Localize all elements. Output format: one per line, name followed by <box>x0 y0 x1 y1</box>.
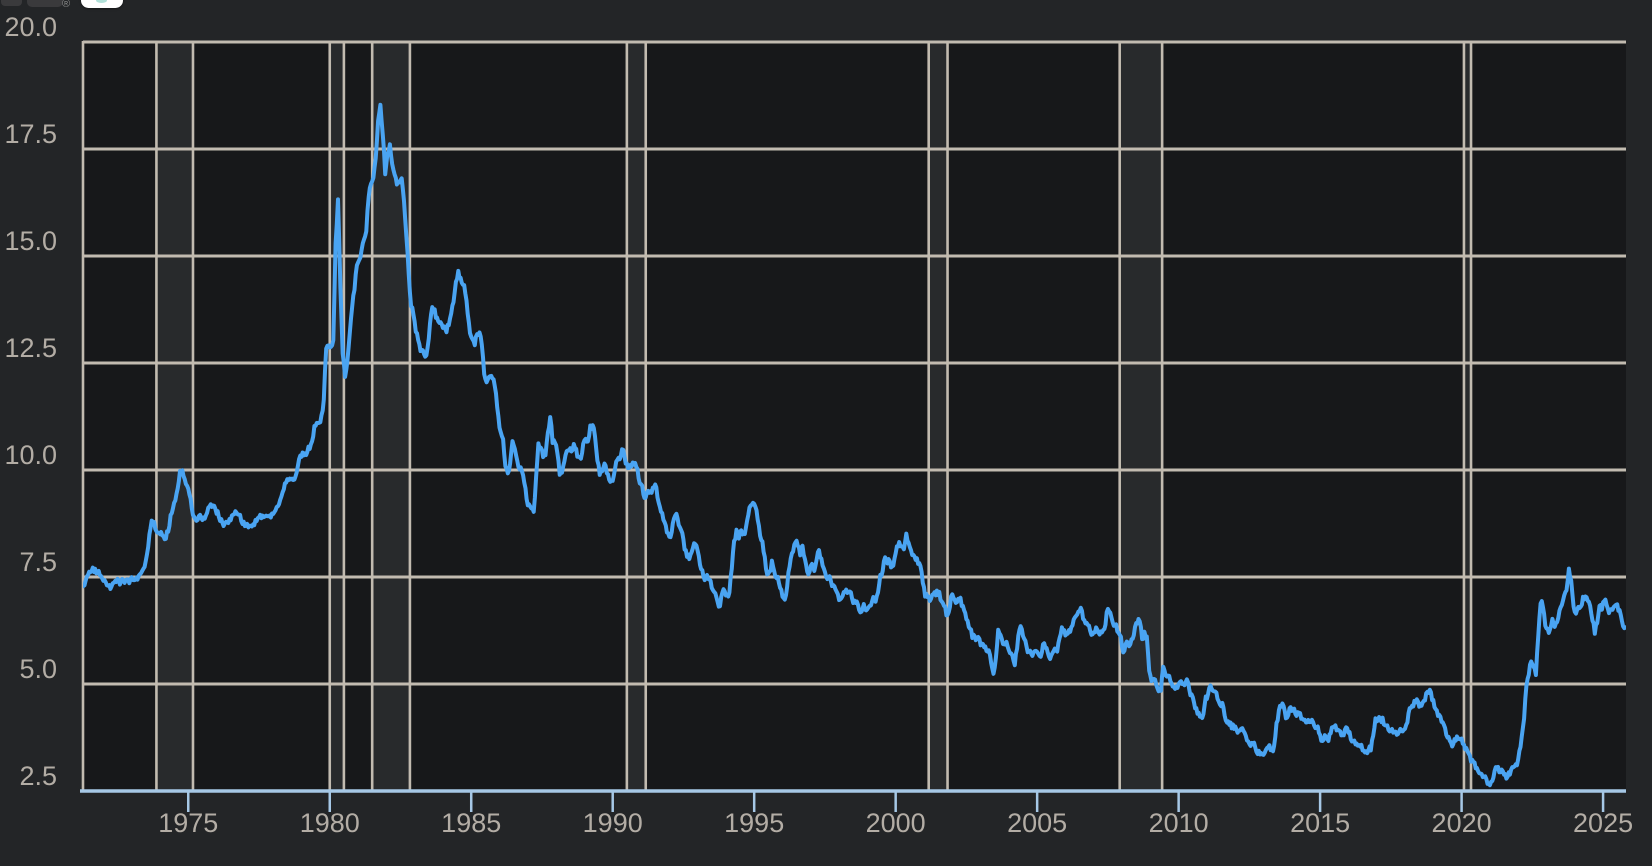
y-tick-label: 7.5 <box>19 547 57 577</box>
recession-band <box>626 42 646 791</box>
x-tick-label: 2025 <box>1573 808 1633 838</box>
y-tick-label: 15.0 <box>4 226 57 256</box>
x-tick-label: 2000 <box>866 808 926 838</box>
pill-button[interactable] <box>81 0 123 8</box>
recession-band <box>1119 42 1163 791</box>
registered-trademark-icon: ® <box>62 0 71 10</box>
x-tick-label: 1975 <box>158 808 218 838</box>
pill-button-dot <box>96 0 107 3</box>
x-tick-label: 1980 <box>300 808 360 838</box>
recession-band <box>1463 42 1472 791</box>
y-tick-label: 5.0 <box>19 654 57 684</box>
plot-area[interactable] <box>83 42 1626 791</box>
recession-band <box>928 42 948 791</box>
fred-logo-fragment <box>1 0 22 6</box>
fred-logo-fragment <box>27 0 63 7</box>
data-series-line <box>83 102 1626 788</box>
recession-band <box>156 42 193 791</box>
x-tick-label: 1990 <box>583 808 643 838</box>
y-tick-label: 17.5 <box>4 119 57 149</box>
y-tick-label: 2.5 <box>19 761 57 791</box>
x-tick-label: 2020 <box>1432 808 1492 838</box>
x-tick-label: 2010 <box>1149 808 1209 838</box>
x-tick-label: 1985 <box>441 808 501 838</box>
x-tick-label: 1995 <box>724 808 784 838</box>
y-tick-label: 20.0 <box>4 12 57 42</box>
x-tick-label: 2005 <box>1007 808 1067 838</box>
recession-band <box>329 42 344 791</box>
y-tick-label: 12.5 <box>4 333 57 363</box>
x-tick-label: 2015 <box>1290 808 1350 838</box>
y-tick-label: 10.0 <box>4 440 57 470</box>
